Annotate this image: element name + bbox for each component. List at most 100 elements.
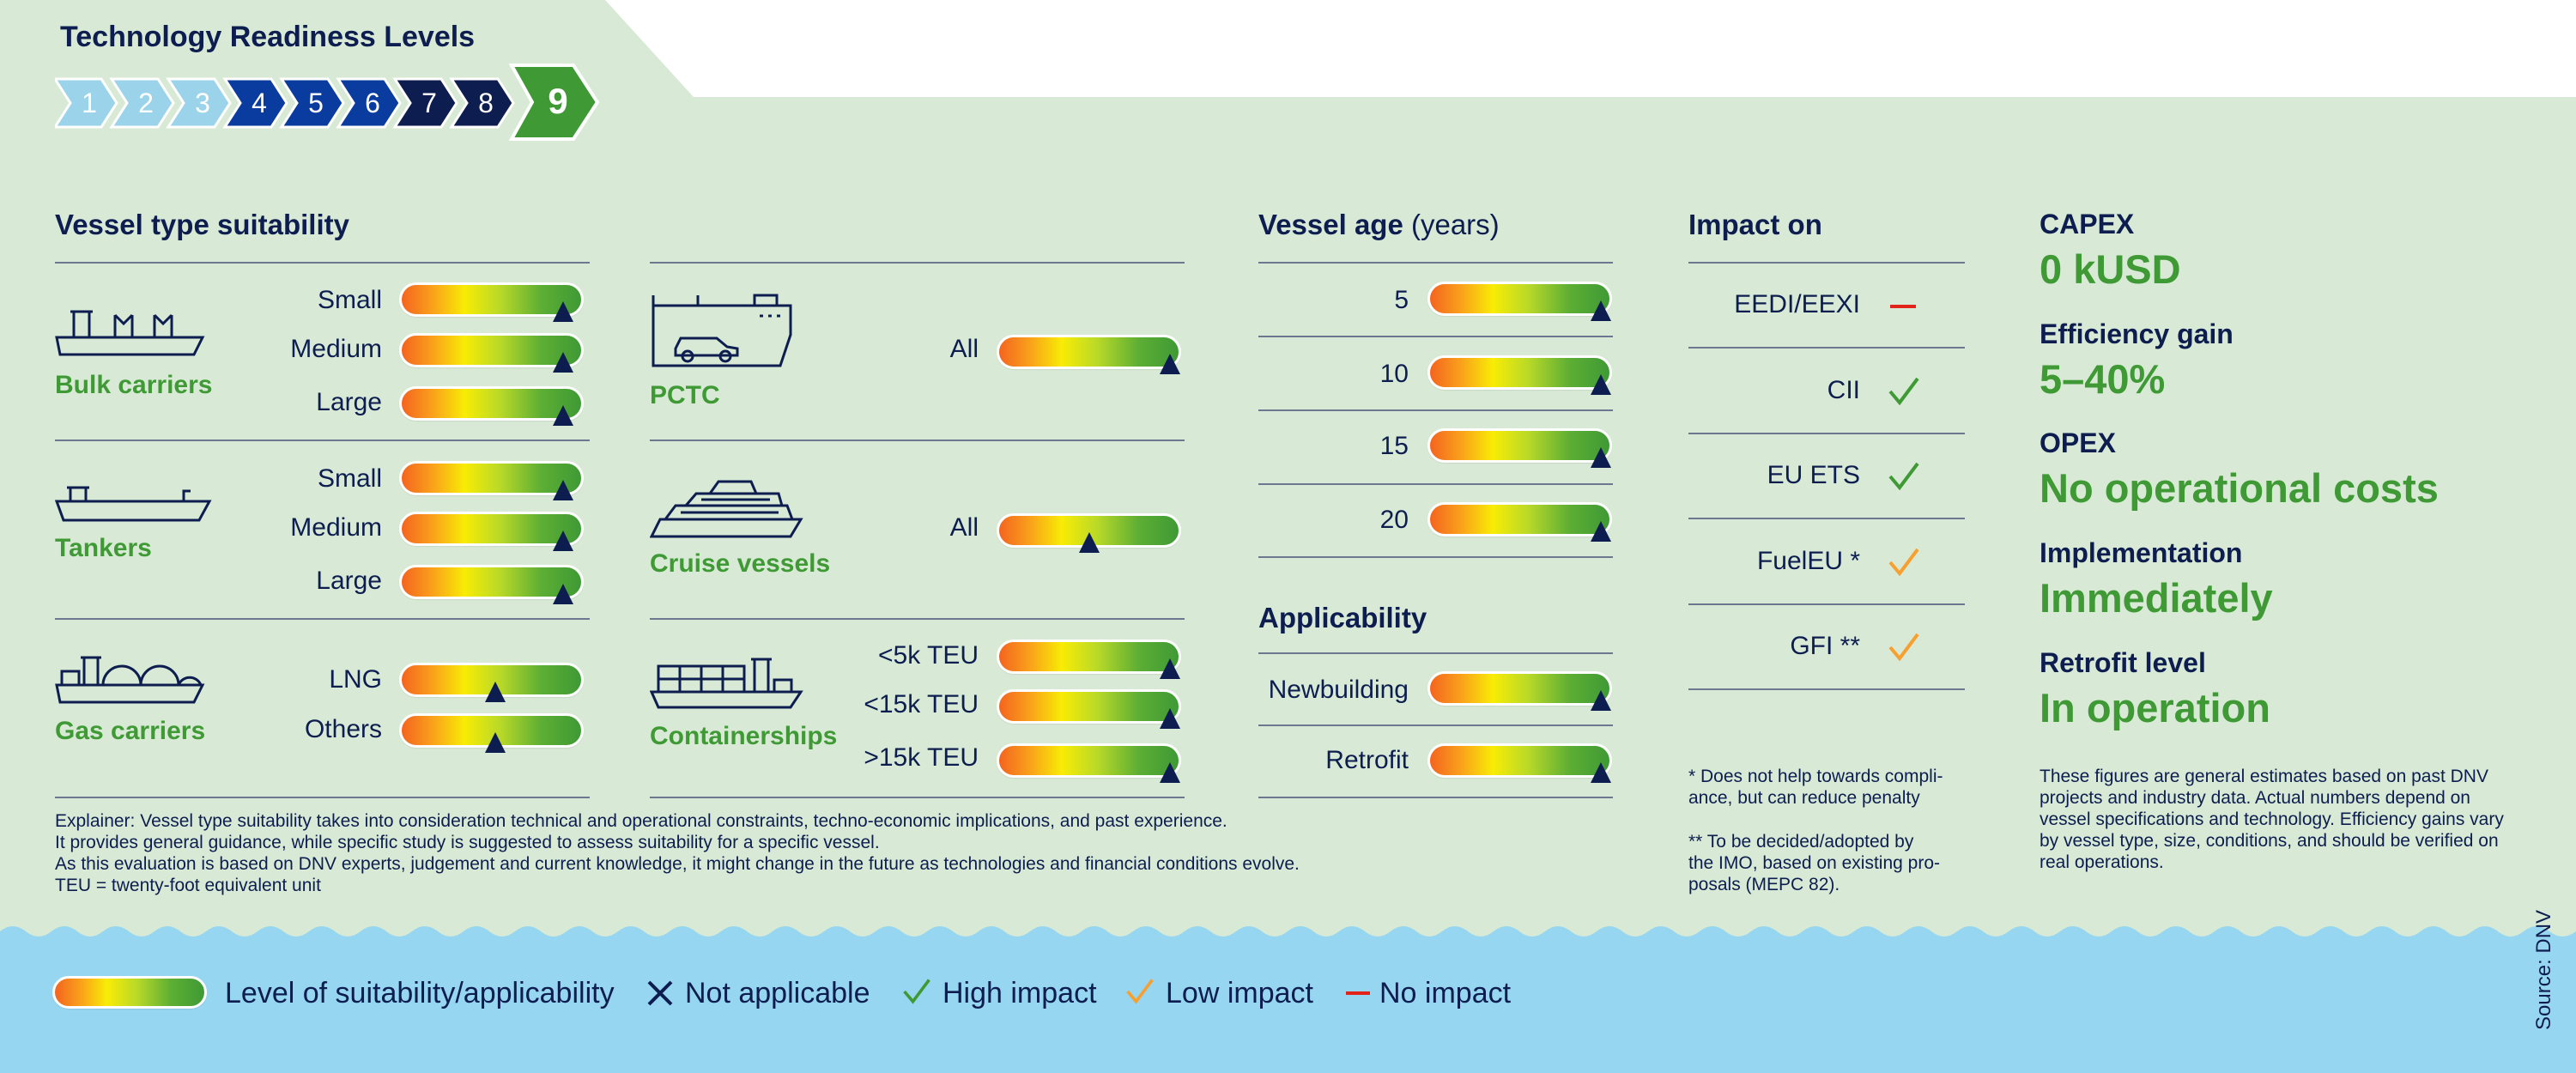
kpi-value: In operation (2040, 685, 2270, 730)
suitability-bar (997, 689, 1181, 724)
kpi-label: CAPEX (2040, 209, 2135, 239)
vessel-age-label: Vessel age (1258, 209, 1403, 240)
vessel-row-label: Others (304, 715, 382, 743)
trl-chevron (392, 77, 458, 129)
level-marker (1591, 762, 1612, 783)
suitability-bar (399, 512, 584, 546)
vessel-group-name: Containerships (650, 722, 838, 750)
suitability-bar (997, 335, 1181, 369)
level-marker (553, 530, 574, 551)
level-marker (553, 352, 574, 373)
gas-carrier-icon (55, 656, 205, 704)
legend-gradient-swatch (52, 976, 207, 1009)
suitability-bar (1427, 671, 1612, 706)
trl-level-number: 1 (82, 88, 97, 118)
trl-chevron (222, 77, 288, 129)
vessel-row-label: All (949, 513, 979, 542)
trl-level-number: 7 (421, 88, 437, 118)
vessel-row-label: Small (317, 286, 382, 314)
explainer-text: Explainer: Vessel type suitability takes… (55, 811, 1300, 895)
kpi-value: No operational costs (2040, 465, 2439, 511)
kpi-label: Efficiency gain (2040, 318, 2234, 349)
level-marker (1591, 300, 1612, 321)
trl-level-number: 8 (478, 88, 494, 118)
age-row-label: 20 (1379, 506, 1409, 534)
level-marker (484, 732, 506, 753)
suitability-bar (1427, 502, 1612, 536)
trl-chevron (109, 77, 175, 129)
vessel-group-name: PCTC (650, 381, 720, 409)
trl-title: Technology Readiness Levels (60, 21, 476, 53)
cruise-vessel-icon (650, 480, 803, 538)
high-impact-check-icon (903, 979, 930, 1004)
vessel-row-label: Medium (290, 335, 382, 363)
trl-chevron (166, 77, 232, 129)
no-impact-dash-icon (1890, 305, 1916, 308)
suitability-bar (399, 386, 584, 421)
level-marker (1160, 708, 1181, 729)
suitability-bar (1427, 743, 1612, 778)
applicability-title: Applicability (1258, 602, 1427, 633)
high-impact-check-icon (1888, 377, 1919, 406)
kpi-value: Immediately (2040, 575, 2273, 621)
vessel-group-name: Bulk carriers (55, 371, 213, 399)
suitability-bar (1427, 282, 1612, 316)
level-marker (1591, 447, 1612, 468)
vessel-group-name: Gas carriers (55, 717, 206, 745)
legend-not-applicable: Not applicable (685, 977, 870, 1009)
vessel-age-title: Vessel age (years) (1258, 209, 1500, 241)
legend-no-impact: No impact (1379, 977, 1512, 1009)
trl-chevron (508, 64, 600, 141)
high-impact-check-icon (1888, 462, 1919, 491)
pctc-icon (652, 294, 792, 367)
no-impact-dash-icon (1346, 991, 1370, 995)
suitability-bar (399, 461, 584, 495)
vessel-row-label: <5k TEU (878, 641, 979, 670)
trl-level-number: 4 (252, 88, 267, 118)
level-marker (484, 682, 506, 702)
suitability-bar (399, 333, 584, 367)
vessel-row-label: Medium (290, 513, 382, 542)
age-row-label: 15 (1379, 432, 1409, 460)
impact-row-label: FuelEU * (1756, 547, 1860, 575)
bulk-carrier-icon (55, 310, 205, 356)
trl-level-number: 5 (308, 88, 324, 118)
trl-chevron (55, 77, 118, 129)
level-marker (553, 301, 574, 322)
suitability-bar (1427, 428, 1612, 463)
impact-title: Impact on (1688, 209, 1822, 240)
trl-chevrons: 1 2 3 4 5 6 7 8 9 (55, 64, 600, 141)
trl-level-number: 3 (195, 88, 210, 118)
vessel-row-label: Small (317, 464, 382, 493)
suitability-bar (997, 743, 1181, 778)
vessel-type-title: Vessel type suitability (55, 209, 349, 240)
kpi-note: These figures are general estimates base… (2040, 767, 2504, 872)
level-marker (1078, 532, 1100, 553)
vessel-row-label: Large (316, 567, 382, 595)
level-marker (1591, 690, 1612, 711)
trl-level-number: 6 (365, 88, 380, 118)
kpi-label: OPEX (2040, 427, 2116, 458)
vessel-row-label: All (949, 335, 979, 363)
kpi-value: 5–40% (2040, 356, 2166, 402)
vessel-row-label: >15k TEU (864, 743, 979, 772)
trl-level-number: 9 (548, 81, 567, 121)
impact-row-label: EEDI/EEXI (1734, 290, 1860, 318)
suitability-bar (399, 282, 584, 317)
suitability-bar (997, 640, 1181, 674)
kpi-value: 0 kUSD (2040, 246, 2181, 292)
level-marker (1591, 374, 1612, 395)
low-impact-check-icon (1888, 548, 1919, 577)
not-applicable-x-icon (647, 980, 673, 1006)
age-row-label: 5 (1394, 286, 1409, 314)
level-marker (1591, 521, 1612, 542)
vessel-row-label: Large (316, 388, 382, 416)
impact-row-label: GFI ** (1790, 632, 1860, 660)
tanker-icon (55, 486, 212, 522)
legend-gradient-label: Level of suitability/applicability (225, 977, 615, 1009)
source-label: Source: DNV (2532, 909, 2555, 1030)
kpi-label: Retrofit level (2040, 647, 2206, 678)
level-marker (553, 480, 574, 500)
level-marker (553, 405, 574, 426)
